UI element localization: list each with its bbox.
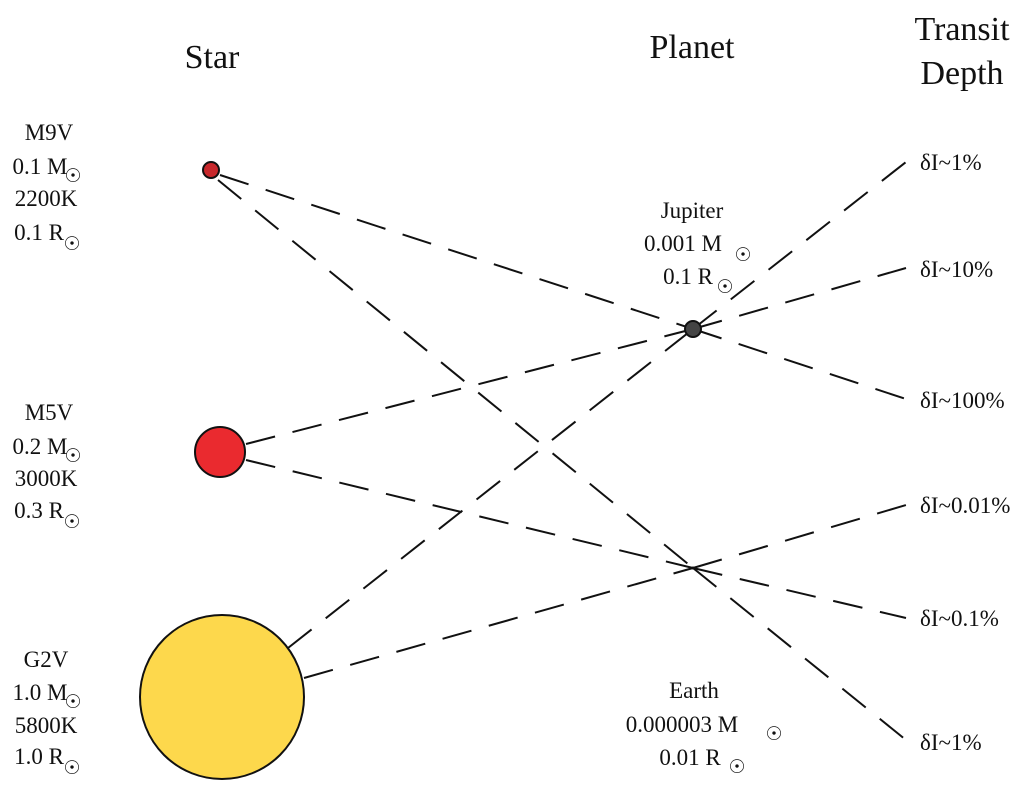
line-jupiter-to-depth-3: [692, 328, 907, 400]
transit-depth-labels: δI~1% δI~10% δI~100% δI~0.01% δI~0.1% δI…: [920, 150, 1010, 755]
line-m5v-to-jupiter: [245, 328, 694, 445]
line-g2v-to-earth: [303, 567, 694, 679]
star-heading: Star: [185, 39, 240, 76]
star-radius: 0.3 R: [14, 498, 65, 523]
line-m5v-to-earth: [245, 459, 694, 569]
transit-depth-3: δI~100%: [920, 388, 1005, 413]
planet-jupiter-disc: [684, 320, 702, 338]
line-jupiter-to-depth-1: [692, 161, 907, 330]
star-label-m5v: M5V 0.2 M ☉ 3000K 0.3 R ☉: [13, 400, 82, 533]
star-radius: 1.0 R: [14, 744, 65, 769]
sun-symbol: ☉: [63, 758, 80, 779]
planet-label-earth: Earth 0.000003 M ☉ 0.01 R ☉: [626, 678, 783, 778]
sun-symbol: ☉: [63, 512, 80, 533]
planet-mass: 0.001 M: [644, 231, 722, 256]
planet-radius: 0.01 R: [659, 745, 721, 770]
planet-heading: Planet: [650, 29, 736, 66]
star-mass: 0.1 M: [13, 154, 68, 179]
connector-lines: [217, 161, 907, 741]
sun-symbol: ☉: [64, 446, 81, 467]
transit-depth-2: δI~10%: [920, 257, 993, 282]
transit-depth-1: δI~1%: [920, 150, 982, 175]
star-type: M9V: [25, 120, 74, 145]
star-label-g2v: G2V 1.0 M ☉ 5800K 1.0 R ☉: [13, 647, 82, 779]
sun-symbol: ☉: [728, 757, 745, 778]
planet-name: Earth: [669, 678, 719, 703]
star-mass: 1.0 M: [13, 680, 68, 705]
star-type: G2V: [24, 647, 69, 672]
sun-symbol: ☉: [64, 166, 81, 187]
planet-radius: 0.1 R: [663, 264, 714, 289]
line-earth-to-depth-5: [692, 567, 907, 619]
star-mass: 0.2 M: [13, 434, 68, 459]
star-label-m9v: M9V 0.1 M ☉ 2200K 0.1 R ☉: [13, 120, 82, 255]
star-radius: 0.1 R: [14, 220, 65, 245]
sun-symbol: ☉: [64, 692, 81, 713]
planet-name: Jupiter: [661, 198, 724, 223]
star-m5v-disc: [194, 426, 246, 478]
planet-mass: 0.000003 M: [626, 712, 738, 737]
transit-depth-6: δI~1%: [920, 730, 982, 755]
star-type: M5V: [25, 400, 74, 425]
star-temperature: 2200K: [15, 186, 78, 211]
star-temperature: 3000K: [15, 466, 78, 491]
line-m9v-to-earth: [217, 179, 694, 569]
line-earth-to-depth-4: [692, 504, 907, 569]
sun-symbol: ☉: [734, 245, 751, 266]
planet-earth-disc: [691, 566, 695, 570]
star-m9v-disc: [202, 161, 220, 179]
transit-depth-heading-line1: Transit: [914, 11, 1010, 48]
transit-depth-4: δI~0.01%: [920, 493, 1010, 518]
planet-label-jupiter: Jupiter 0.001 M ☉ 0.1 R ☉: [644, 198, 752, 298]
star-temperature: 5800K: [15, 713, 78, 738]
transit-depth-5: δI~0.1%: [920, 606, 999, 631]
line-g2v-to-jupiter: [287, 328, 694, 649]
sun-symbol: ☉: [63, 234, 80, 255]
sun-symbol: ☉: [765, 724, 782, 745]
star-g2v-disc: [139, 614, 305, 780]
transit-depth-heading-line2: Depth: [920, 55, 1003, 92]
sun-symbol: ☉: [716, 277, 733, 298]
line-m9v-to-jupiter: [219, 174, 694, 330]
line-jupiter-to-depth-2: [692, 267, 907, 330]
